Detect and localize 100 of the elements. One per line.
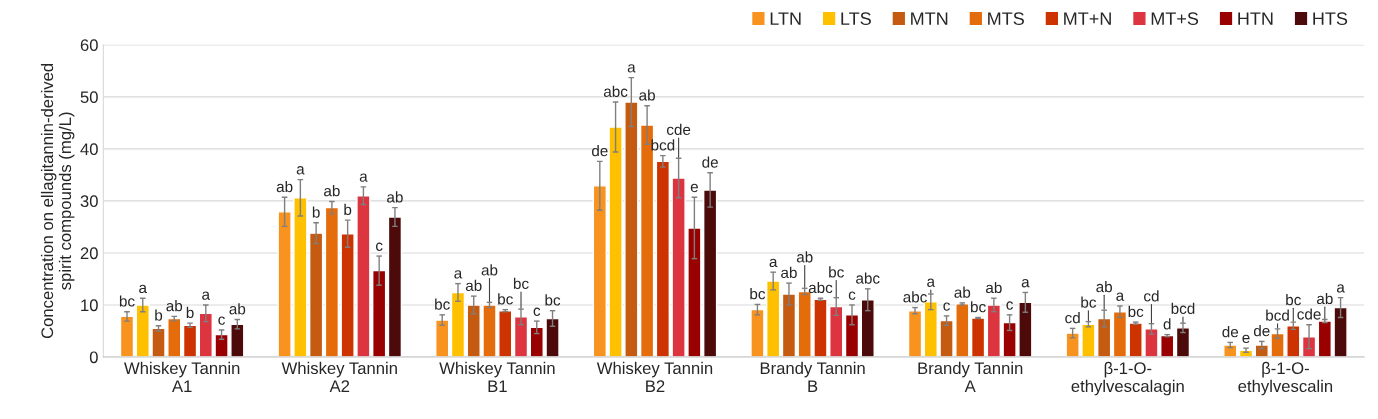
data-label: bc [119, 295, 135, 307]
data-label: abc [856, 272, 880, 284]
data-label: c [376, 242, 383, 251]
bar [1223, 344, 1238, 357]
data-label: abc [808, 281, 833, 294]
data-label: a [1021, 279, 1030, 288]
bar [860, 299, 875, 357]
data-label: de [1222, 326, 1239, 338]
data-label: a [359, 173, 368, 182]
data-label: ab [481, 264, 498, 276]
legend-label: MTS [988, 12, 1024, 26]
data-label: cd [1144, 290, 1159, 302]
data-label: de [591, 145, 608, 157]
data-label: a [769, 258, 778, 268]
y-tick-label: 50 [80, 91, 98, 104]
x-tick-label: Whiskey Tannin B2 [596, 361, 713, 392]
bar [970, 317, 986, 357]
data-label: a [454, 270, 463, 279]
data-label: bc [498, 293, 513, 305]
x-tick-label: β-1-O- ethylvescalin [1238, 361, 1333, 396]
data-label: c [533, 307, 541, 316]
y-tick-label: 20 [80, 247, 98, 260]
data-label: bc [750, 288, 766, 300]
data-label: ab [985, 281, 1002, 294]
data-label: bc [1128, 305, 1144, 318]
data-label: cd [1065, 312, 1080, 324]
data-label: ab [1096, 281, 1113, 293]
data-label: b [186, 306, 194, 319]
x-tick-label: β-1-O- ethylvescalagin [1071, 361, 1184, 396]
data-label: a [296, 166, 305, 175]
data-label: bc [829, 266, 844, 278]
y-tick-label: 10 [81, 299, 98, 312]
bar [781, 293, 797, 357]
data-label: ab [639, 89, 655, 101]
y-tick-label: 30 [80, 195, 98, 208]
x-tick-label: Whiskey Tannin A2 [281, 361, 397, 392]
data-label: ab [229, 303, 246, 315]
legend-label: HTS [1313, 12, 1348, 26]
legend-label: MT+N [1064, 12, 1111, 25]
data-label: bcd [1266, 309, 1289, 321]
bar [1112, 311, 1128, 357]
legend-label: LTS [841, 12, 871, 26]
data-label: bc [1081, 296, 1097, 308]
data-label: ab [781, 266, 797, 279]
bar [182, 324, 198, 357]
data-label: ab [324, 185, 340, 197]
bar [435, 319, 450, 357]
data-label: ab [387, 191, 403, 203]
data-label: abc [903, 291, 927, 303]
x-tick-label: Whiskey Tannin A1 [124, 361, 240, 392]
legend-label: HTN [1238, 12, 1273, 25]
legend-label: MTN [911, 12, 948, 25]
bar [387, 216, 403, 357]
data-label: cde [666, 123, 691, 136]
data-label: a [1336, 284, 1345, 293]
data-label: e [690, 183, 698, 193]
data-label: de [1253, 325, 1270, 337]
data-label: bc [1286, 294, 1301, 306]
data-label: c [943, 302, 950, 311]
data-label: a [627, 64, 636, 73]
legend-label: MT+S [1151, 12, 1199, 26]
data-label: de [702, 156, 718, 168]
data-label: cde [1297, 308, 1321, 320]
data-label: b [155, 309, 163, 321]
data-label: bc [545, 294, 561, 306]
bar [450, 291, 466, 357]
data-label: bcd [1171, 302, 1195, 314]
data-label: abc [603, 85, 628, 97]
data-label: bc [435, 298, 450, 310]
y-tick-label: 40 [80, 143, 98, 156]
x-tick-label: Brandy Tannin B [760, 361, 865, 392]
data-label: c [1006, 301, 1014, 310]
legend-label: LTN [770, 12, 801, 25]
data-label: ab [796, 251, 813, 263]
x-tick-label: Whiskey Tannin B1 [439, 361, 555, 392]
data-label: b [312, 206, 320, 218]
data-label: b [344, 203, 352, 216]
data-label: d [1163, 318, 1171, 330]
data-label: a [927, 278, 936, 287]
data-label: a [1116, 292, 1125, 301]
data-label: a [139, 284, 147, 294]
bar [844, 314, 860, 357]
y-tick-label: 0 [89, 351, 98, 364]
y-axis-title: Concentration on ellagitannin-derived spirit compounds (mg/L) [40, 63, 75, 339]
bar [907, 309, 923, 357]
data-label: c [848, 291, 856, 300]
data-label: a [202, 291, 211, 300]
data-label: ab [1316, 292, 1333, 305]
data-label: ab [276, 180, 293, 193]
x-tick-label: Brandy Tannin A [918, 361, 1023, 392]
data-label: e [1242, 334, 1250, 344]
data-label: ab [954, 286, 971, 298]
bar [1175, 327, 1191, 357]
data-label: c [218, 316, 225, 325]
data-label: bc [971, 301, 986, 313]
bar [119, 315, 135, 357]
y-tick-label: 60 [80, 39, 98, 52]
bar [513, 316, 529, 357]
data-label: ab [166, 300, 183, 312]
data-label: ab [465, 279, 482, 292]
